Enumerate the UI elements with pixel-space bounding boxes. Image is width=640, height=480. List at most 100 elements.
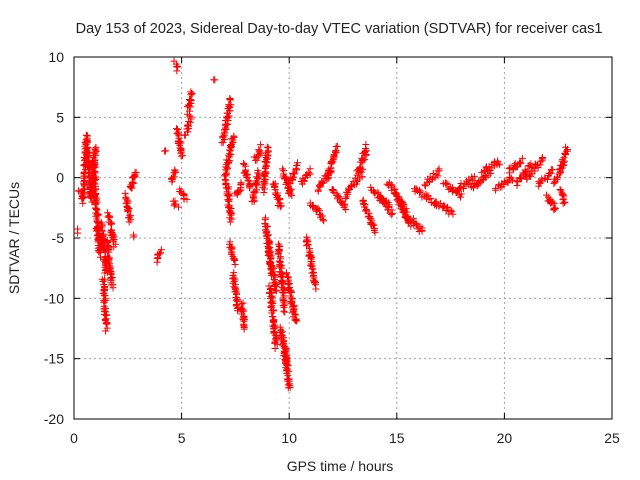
data-point bbox=[294, 159, 302, 167]
data-point bbox=[174, 130, 182, 138]
data-point bbox=[362, 147, 370, 155]
data-point bbox=[184, 128, 192, 136]
data-point bbox=[487, 170, 495, 178]
data-point bbox=[83, 152, 91, 160]
data-point bbox=[229, 138, 237, 146]
data-point bbox=[319, 179, 327, 187]
data-point bbox=[365, 209, 373, 217]
data-point bbox=[285, 180, 293, 188]
data-point bbox=[361, 148, 369, 156]
data-point bbox=[90, 179, 98, 187]
data-point bbox=[370, 226, 378, 234]
plot-frame bbox=[73, 56, 613, 420]
grid-lines bbox=[74, 57, 612, 419]
data-point bbox=[305, 168, 313, 176]
data-point bbox=[329, 186, 337, 194]
data-point bbox=[278, 165, 286, 173]
data-point bbox=[281, 174, 289, 182]
data-point bbox=[289, 169, 297, 177]
data-point bbox=[360, 199, 368, 207]
y-tick-label: -5 bbox=[52, 230, 65, 246]
data-point bbox=[227, 211, 235, 219]
data-point bbox=[417, 188, 425, 196]
data-point bbox=[504, 179, 512, 187]
data-point bbox=[290, 173, 298, 181]
data-point bbox=[268, 309, 276, 317]
data-point bbox=[551, 204, 559, 212]
data-point bbox=[125, 218, 133, 226]
data-point bbox=[514, 178, 522, 186]
data-point bbox=[403, 208, 411, 216]
data-point bbox=[342, 206, 350, 214]
data-point bbox=[109, 281, 117, 289]
data-point bbox=[271, 331, 279, 339]
data-point bbox=[91, 193, 99, 201]
data-point bbox=[316, 180, 324, 188]
data-point bbox=[223, 184, 231, 192]
data-point bbox=[291, 310, 299, 318]
data-point bbox=[549, 198, 557, 206]
y-tick-label: 5 bbox=[56, 109, 64, 125]
data-point bbox=[309, 202, 317, 210]
data-point bbox=[244, 176, 252, 184]
data-point bbox=[261, 169, 269, 177]
data-point bbox=[518, 154, 526, 162]
data-point bbox=[239, 299, 247, 307]
data-point bbox=[264, 151, 272, 159]
data-point bbox=[291, 170, 299, 178]
data-point bbox=[444, 180, 452, 188]
data-point bbox=[330, 188, 338, 196]
data-point bbox=[156, 250, 164, 258]
data-point bbox=[240, 325, 248, 333]
data-point bbox=[79, 186, 87, 194]
data-point bbox=[557, 187, 565, 195]
data-point bbox=[306, 165, 314, 173]
data-point bbox=[156, 249, 164, 257]
data-point bbox=[228, 215, 236, 223]
data-point bbox=[358, 154, 366, 162]
data-point bbox=[225, 101, 233, 109]
data-point bbox=[107, 218, 115, 226]
data-point bbox=[356, 165, 364, 173]
data-point bbox=[428, 175, 436, 183]
data-point bbox=[174, 203, 182, 211]
data-point bbox=[307, 258, 315, 266]
data-point bbox=[267, 254, 275, 262]
data-point bbox=[293, 317, 301, 325]
data-point bbox=[257, 141, 265, 149]
data-point bbox=[551, 204, 559, 212]
data-point bbox=[99, 240, 107, 248]
data-point bbox=[331, 148, 339, 156]
y-tick-label: -10 bbox=[44, 290, 64, 306]
data-point bbox=[443, 204, 451, 212]
data-point bbox=[249, 193, 257, 201]
data-point bbox=[537, 157, 545, 165]
data-point bbox=[226, 218, 234, 226]
x-tick-label: 5 bbox=[178, 430, 186, 446]
data-point bbox=[513, 181, 521, 189]
data-point bbox=[243, 173, 251, 181]
data-point bbox=[435, 165, 443, 173]
data-point bbox=[432, 171, 440, 179]
data-point bbox=[470, 172, 478, 180]
data-point bbox=[130, 231, 138, 239]
data-point bbox=[106, 259, 114, 267]
data-point bbox=[418, 226, 426, 234]
data-point bbox=[253, 179, 261, 187]
data-point bbox=[92, 176, 100, 184]
data-point bbox=[494, 159, 502, 167]
data-point bbox=[303, 242, 311, 250]
data-point bbox=[272, 336, 280, 344]
data-point bbox=[263, 143, 271, 151]
data-point bbox=[230, 133, 238, 141]
data-point bbox=[234, 307, 242, 315]
data-point bbox=[312, 285, 320, 293]
data-point bbox=[226, 96, 234, 104]
data-point bbox=[187, 115, 195, 123]
data-point bbox=[241, 315, 249, 323]
data-point bbox=[154, 254, 162, 262]
data-point bbox=[431, 174, 439, 182]
data-point bbox=[456, 184, 464, 192]
data-point bbox=[105, 212, 113, 220]
data-point bbox=[226, 192, 234, 200]
